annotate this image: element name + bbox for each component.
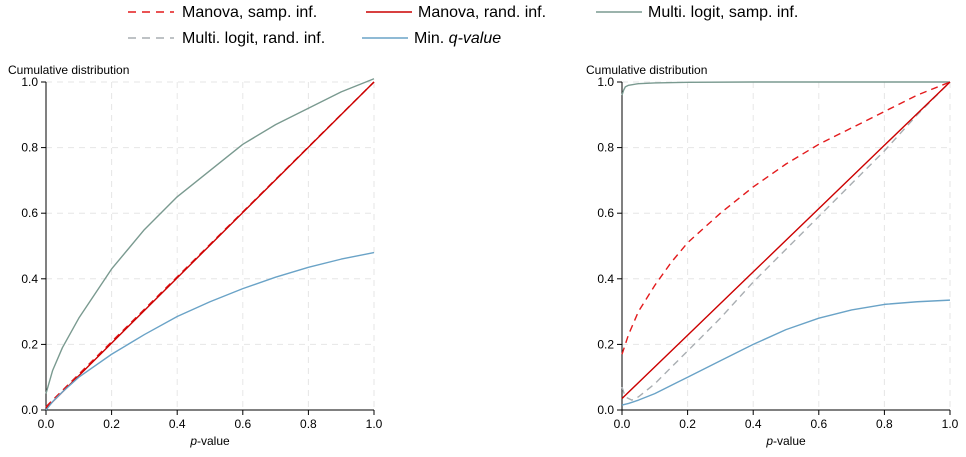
y-tick-label: 0.0 [21,403,38,417]
x-axis-title-emph: p [765,434,773,448]
x-tick-label: 0.8 [300,417,317,431]
series-lines [45,78,375,411]
y-tick-label: 0.6 [21,206,38,220]
x-tick-label: 1.0 [366,417,383,431]
series-line-manova-rand-inf [45,81,375,409]
y-tick-label: 1.0 [21,75,38,89]
x-tick-label: 0.6 [810,417,827,431]
series-line-min-q-value [45,251,375,411]
series-lines [621,81,951,406]
x-axis-title-rest: -value [197,434,230,448]
x-tick-label: 0.2 [679,417,696,431]
x-tick-label: 0.2 [103,417,120,431]
legend-entry-multi-logit-rand: Multi. logit, rand. inf. [128,30,325,47]
series-line-manova-samp-inf [621,81,951,355]
x-tick-label: 0.8 [876,417,893,431]
legend-entry-min-q-value: Min. q-value [362,30,501,47]
y-tick-label: 0.0 [597,403,614,417]
y-ticks: 0.0 0.2 0.4 0.6 0.8 1.0 [21,75,46,417]
x-tick-label: 0.4 [745,417,762,431]
x-axis-title: p-value [765,434,806,448]
x-axis-title-emph: p [189,434,197,448]
legend-label-emph: q-value [449,30,502,47]
x-tick-label: 0.4 [169,417,186,431]
series-line-manova-rand-inf [621,81,951,400]
x-axis-title-rest: -value [773,434,806,448]
legend-label-prefix: Min. [414,30,449,47]
x-tick-label: 0.6 [234,417,251,431]
chart-left: Cumulative distribution p-value 0.0 0.2 0.… [8,63,383,448]
series-line-multi-logit-rand-inf [621,81,951,401]
y-tick-label: 1.0 [597,75,614,89]
y-tick-label: 0.2 [21,337,38,351]
chart-right: Cumulative distribution p-value 0.0 0.2 0.… [586,63,959,448]
x-axis-title: p-value [189,434,230,448]
x-tick-label: 0.0 [614,417,631,431]
legend-label: Min. q-value [414,30,501,47]
y-tick-label: 0.6 [597,206,614,220]
legend-label: Multi. logit, samp. inf. [648,4,798,21]
legend: Manova, samp. inf. Manova, rand. inf. Mu… [128,4,798,47]
axes [45,82,374,411]
x-tick-label: 1.0 [942,417,959,431]
y-ticks: 0.0 0.2 0.4 0.6 0.8 1.0 [597,75,622,417]
axes [621,82,950,411]
x-ticks: 0.0 0.2 0.4 0.6 0.8 1.0 [614,410,959,431]
series-line-multi-logit-samp-inf [621,81,950,96]
series-line-multi-logit-samp-inf [45,78,375,394]
y-tick-label: 0.4 [597,272,614,286]
x-ticks: 0.0 0.2 0.4 0.6 0.8 1.0 [38,410,383,431]
legend-entry-manova-samp: Manova, samp. inf. [128,4,317,21]
grid [622,81,951,410]
legend-label: Manova, rand. inf. [418,4,546,21]
series-line-min-q-value [621,299,951,406]
legend-label: Manova, samp. inf. [182,4,317,21]
y-tick-label: 0.8 [597,141,614,155]
legend-entry-manova-rand: Manova, rand. inf. [366,4,546,21]
y-tick-label: 0.8 [21,141,38,155]
y-axis-title: Cumulative distribution [8,63,129,77]
y-tick-label: 0.4 [21,272,38,286]
legend-label: Multi. logit, rand. inf. [182,30,325,47]
legend-entry-multi-logit-samp: Multi. logit, samp. inf. [596,4,798,21]
y-axis-title: Cumulative distribution [586,63,707,77]
y-tick-label: 0.2 [597,337,614,351]
x-tick-label: 0.0 [38,417,55,431]
